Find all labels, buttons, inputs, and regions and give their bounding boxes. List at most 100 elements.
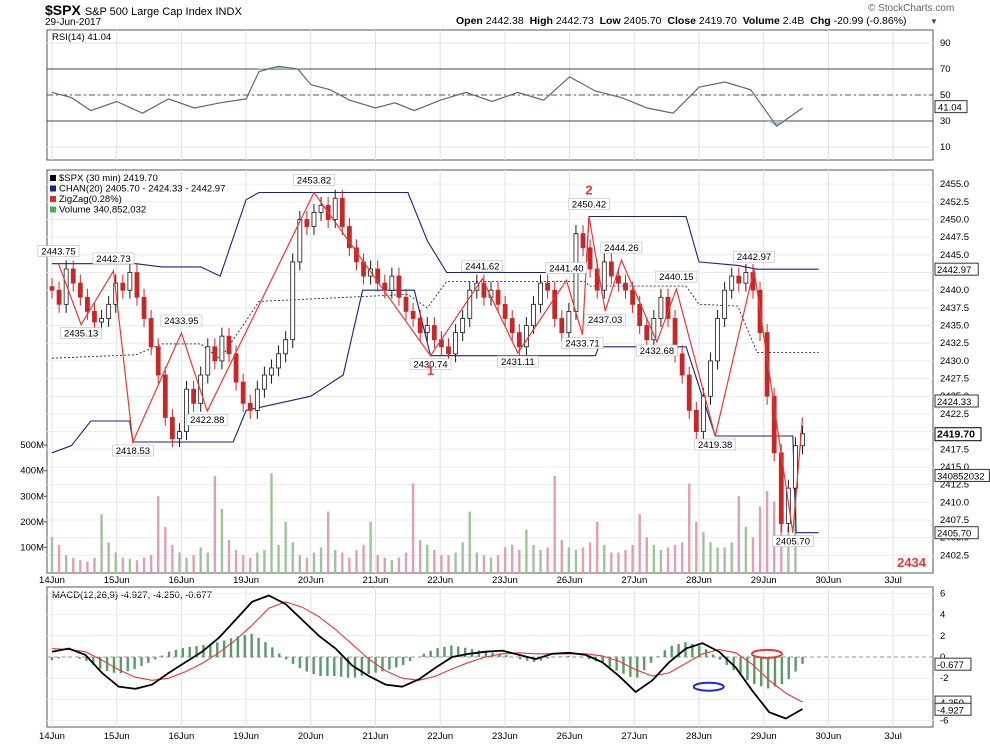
candle-body xyxy=(516,332,522,348)
candle-body xyxy=(431,325,437,341)
chart-date: 29-Jun-2017 xyxy=(45,17,102,28)
candle-body xyxy=(637,303,643,326)
volume-bar xyxy=(107,542,110,573)
macd-histogram-bar xyxy=(188,646,191,657)
wave-label: 1 xyxy=(427,363,434,378)
volume-bar xyxy=(298,555,302,573)
peak-label: 2405.70 xyxy=(776,537,810,548)
high-label: High xyxy=(529,15,553,27)
volume-bar xyxy=(57,544,61,573)
volume-bar xyxy=(404,552,408,573)
price-tick-label: 2447.5 xyxy=(940,232,969,243)
channel-middle-line xyxy=(51,280,819,360)
volume-bar xyxy=(227,539,231,573)
candle-body xyxy=(269,367,274,376)
volume-bar xyxy=(794,488,797,573)
volume-bar xyxy=(588,542,592,573)
candle-body xyxy=(396,275,402,298)
date-tick-label: 22Jun xyxy=(427,575,453,586)
rsi-value-label: 41.04 xyxy=(938,103,962,114)
macd-histogram-bar xyxy=(236,636,240,657)
macd-date-tick-label: 20Jun xyxy=(298,731,324,742)
volume-bar xyxy=(532,544,535,573)
peak-label: 2430.74 xyxy=(413,360,447,371)
peak-label: 2442.73 xyxy=(96,254,130,265)
volume-bar xyxy=(454,552,457,573)
volume-bar xyxy=(263,549,266,573)
corner-count-label: 2434 xyxy=(897,555,927,570)
macd-histogram-bar xyxy=(181,648,185,657)
price-tick-label: 2427.5 xyxy=(940,374,969,385)
macd-histogram-bar xyxy=(691,643,694,657)
volume-bar xyxy=(213,475,217,573)
zigzag-line xyxy=(57,191,804,533)
price-value-label: 340852032 xyxy=(937,471,985,482)
chg-label: Chg xyxy=(810,15,831,27)
volume-bar xyxy=(121,557,125,573)
macd-histogram-bar xyxy=(649,657,653,663)
macd-histogram-bar xyxy=(154,657,157,660)
symbol-name: S&P 500 Large Cap Index INDX xyxy=(84,6,242,18)
date-tick-label: 26Jun xyxy=(557,575,583,586)
volume-bar xyxy=(390,560,394,573)
volume-bar xyxy=(284,521,287,573)
volume-bar xyxy=(114,552,117,573)
macd-histogram-bar xyxy=(367,657,370,675)
volume-bar xyxy=(503,547,507,573)
candle-body xyxy=(743,272,749,284)
macd-tick-label: 6 xyxy=(940,588,945,599)
macd-histogram-bar xyxy=(636,657,639,678)
volume-bar xyxy=(581,547,585,573)
volume-bar xyxy=(525,529,528,573)
volume-bar xyxy=(319,547,323,573)
highlight-ellipse xyxy=(750,648,783,659)
peak-label-box xyxy=(112,444,154,457)
candle-body xyxy=(233,353,239,383)
chg-value: -20.99 (-0.86%) xyxy=(833,15,907,27)
macd-date-tick-label: 16Jun xyxy=(168,731,194,742)
candle-body xyxy=(262,374,267,390)
volume-value: 2.4B xyxy=(782,15,805,27)
volume-bar xyxy=(362,544,365,573)
date-tick-label: 16Jun xyxy=(168,575,194,586)
volume-bar xyxy=(624,549,627,573)
volume-bar xyxy=(645,537,648,573)
peak-label: 2431.11 xyxy=(501,357,535,368)
rsi-value-box xyxy=(934,100,968,114)
volume-bar xyxy=(411,483,415,573)
candle-body xyxy=(304,219,310,227)
volume-bar xyxy=(638,514,641,573)
price-tick-label: 2440.0 xyxy=(940,285,969,296)
macd-histogram-bar xyxy=(92,657,95,665)
macd-histogram-bar xyxy=(794,657,797,672)
candle-body xyxy=(616,275,621,284)
volume-bar xyxy=(440,555,443,573)
candle-body xyxy=(283,339,289,355)
macd-value-label: -0.677 xyxy=(937,660,964,671)
price-tick-label: 2445.0 xyxy=(940,250,969,261)
rsi-tick-label: 10 xyxy=(940,142,951,153)
peak-label-box xyxy=(694,438,737,451)
peak-label-box xyxy=(496,355,539,368)
volume-bar xyxy=(758,506,762,573)
macd-date-tick-label: 23Jun xyxy=(492,731,518,742)
volume-bar xyxy=(730,542,733,573)
candle-body xyxy=(417,318,423,334)
volume-tick-label: 100M xyxy=(20,542,44,553)
candle-body xyxy=(99,318,104,323)
rsi-tick-label: 90 xyxy=(940,38,951,49)
macd-value-box xyxy=(934,702,972,716)
price-tick-label: 2402.5 xyxy=(940,550,969,561)
volume-bar xyxy=(610,552,613,573)
macd-histogram-bar xyxy=(216,642,219,657)
candle-body xyxy=(630,289,635,305)
volume-label: Volume xyxy=(742,15,780,27)
macd-histogram-bar xyxy=(766,657,770,689)
low-label: Low xyxy=(599,15,621,27)
volume-bar xyxy=(688,483,691,573)
peak-label-box xyxy=(545,261,588,274)
candle-body xyxy=(566,311,572,334)
volume-bar xyxy=(489,557,493,573)
macd-value-label: -4.927 xyxy=(937,705,964,716)
chevron-down-icon[interactable]: ▼ xyxy=(930,17,938,26)
